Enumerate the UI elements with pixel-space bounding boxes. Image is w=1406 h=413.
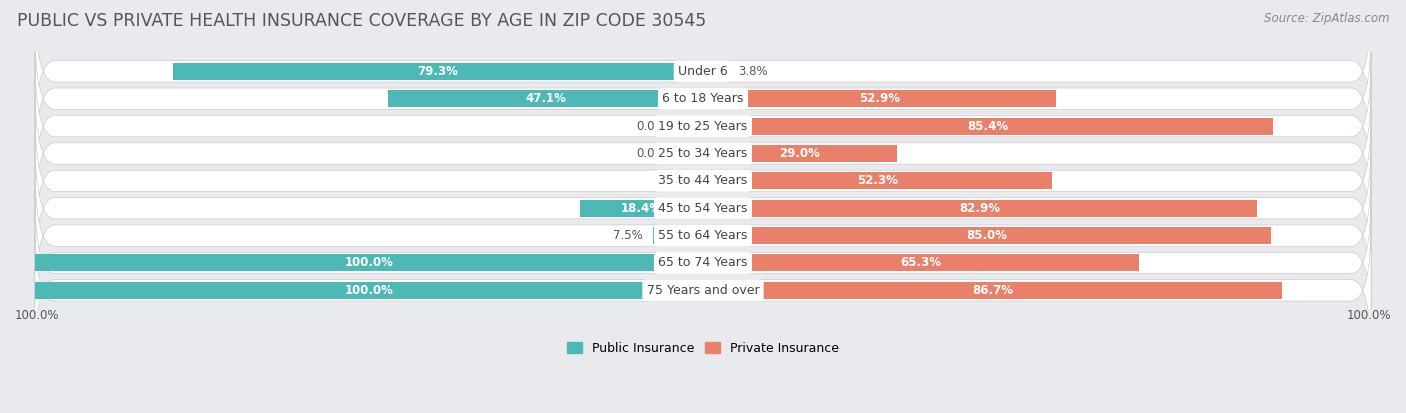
Legend: Public Insurance, Private Insurance: Public Insurance, Private Insurance [562, 337, 844, 360]
Bar [35, 254, 703, 271]
Text: 3.8%: 3.8% [738, 65, 768, 78]
Text: Source: ZipAtlas.com: Source: ZipAtlas.com [1264, 12, 1389, 25]
Bar [703, 118, 1274, 135]
Text: 47.1%: 47.1% [526, 92, 567, 105]
Text: 6 to 18 Years: 6 to 18 Years [662, 92, 744, 105]
Text: 55 to 64 Years: 55 to 64 Years [658, 229, 748, 242]
Text: 100.0%: 100.0% [15, 309, 59, 322]
Bar [388, 90, 703, 107]
Bar [703, 90, 1056, 107]
Text: 35 to 44 Years: 35 to 44 Years [658, 174, 748, 188]
FancyBboxPatch shape [35, 27, 1371, 170]
Text: 1.2%: 1.2% [655, 174, 685, 188]
Bar [703, 63, 728, 80]
Text: 29.0%: 29.0% [779, 147, 820, 160]
Text: Under 6: Under 6 [678, 65, 728, 78]
Bar [652, 227, 703, 244]
Text: 65 to 74 Years: 65 to 74 Years [658, 256, 748, 269]
Text: 65.3%: 65.3% [901, 256, 942, 269]
Text: 85.0%: 85.0% [966, 229, 1007, 242]
Text: 100.0%: 100.0% [1347, 309, 1391, 322]
Bar [581, 200, 703, 217]
FancyBboxPatch shape [35, 109, 1371, 252]
Text: 52.9%: 52.9% [859, 92, 900, 105]
Text: 0.0%: 0.0% [637, 120, 666, 133]
FancyBboxPatch shape [35, 137, 1371, 280]
Bar [676, 145, 703, 162]
Bar [703, 200, 1257, 217]
Text: 75 Years and over: 75 Years and over [647, 284, 759, 297]
Text: 45 to 54 Years: 45 to 54 Years [658, 202, 748, 215]
FancyBboxPatch shape [35, 164, 1371, 307]
Text: 7.5%: 7.5% [613, 229, 643, 242]
Text: 86.7%: 86.7% [972, 284, 1014, 297]
Text: 79.3%: 79.3% [418, 65, 458, 78]
Bar [703, 254, 1139, 271]
Bar [35, 282, 703, 299]
Bar [703, 282, 1282, 299]
Bar [695, 172, 703, 189]
FancyBboxPatch shape [35, 219, 1371, 362]
Bar [703, 227, 1271, 244]
Text: 52.3%: 52.3% [858, 174, 898, 188]
FancyBboxPatch shape [35, 55, 1371, 197]
Text: 100.0%: 100.0% [344, 256, 394, 269]
Text: 82.9%: 82.9% [959, 202, 1001, 215]
FancyBboxPatch shape [35, 192, 1371, 335]
Text: 18.4%: 18.4% [621, 202, 662, 215]
Text: 25 to 34 Years: 25 to 34 Years [658, 147, 748, 160]
Bar [703, 172, 1052, 189]
Bar [173, 63, 703, 80]
Text: 0.0%: 0.0% [637, 147, 666, 160]
Bar [703, 145, 897, 162]
Text: PUBLIC VS PRIVATE HEALTH INSURANCE COVERAGE BY AGE IN ZIP CODE 30545: PUBLIC VS PRIVATE HEALTH INSURANCE COVER… [17, 12, 706, 31]
Text: 100.0%: 100.0% [344, 284, 394, 297]
Text: 19 to 25 Years: 19 to 25 Years [658, 120, 748, 133]
FancyBboxPatch shape [35, 82, 1371, 225]
Bar [676, 118, 703, 135]
Text: 85.4%: 85.4% [967, 120, 1008, 133]
FancyBboxPatch shape [35, 0, 1371, 143]
